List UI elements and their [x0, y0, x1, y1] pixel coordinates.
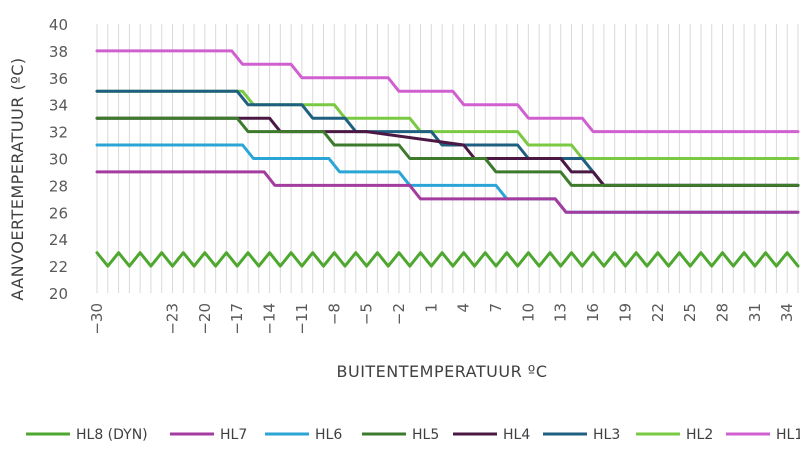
y-tick-label: 36 — [49, 70, 68, 88]
x-tick-label: −8 — [325, 303, 343, 325]
y-tick-label: 26 — [49, 204, 68, 222]
y-axis-title: AANVOERTEMPERATUUR (ºC) — [8, 57, 27, 300]
legend-label: HL4 — [503, 427, 530, 443]
legend-item: HL1 — [726, 427, 800, 443]
series-line-hl2 — [95, 89, 800, 160]
y-tick-label: 22 — [49, 258, 68, 276]
series-line-hl1 — [95, 49, 800, 134]
legend-label: HL5 — [412, 427, 439, 443]
series-line-hl6 — [95, 143, 800, 214]
y-tick-label: 40 — [49, 16, 68, 34]
x-axis-title: BUITENTEMPERATUUR ºC — [337, 362, 548, 381]
legend-item: HL4 — [453, 427, 530, 443]
series-line-hl8-dyn — [95, 251, 800, 268]
x-tick-label: −23 — [163, 303, 181, 335]
x-axis-ticks: −30 −23 −20 −17 −14 −11 −8 −5 −2 1 4 7 10 13 16 19 22 25 2… — [88, 303, 796, 335]
x-tick-label: −5 — [358, 303, 376, 325]
y-tick-label: 38 — [49, 43, 68, 61]
x-tick-label: 22 — [649, 303, 667, 322]
x-tick-label: −11 — [293, 303, 311, 335]
legend-label: HL7 — [220, 427, 247, 443]
legend-label: HL1 — [776, 427, 800, 443]
legend-label: HL2 — [686, 427, 713, 443]
x-tick-label: 7 — [487, 303, 505, 313]
x-tick-label: −14 — [261, 303, 279, 335]
series-line-hl7 — [95, 170, 800, 214]
y-tick-label: 32 — [49, 124, 68, 142]
x-tick-label: 34 — [778, 303, 796, 322]
legend-item: HL2 — [636, 427, 713, 443]
x-tick-label: 4 — [455, 303, 473, 313]
grid — [96, 24, 799, 293]
x-tick-label: 13 — [552, 303, 570, 322]
x-tick-label: −30 — [88, 303, 106, 335]
x-tick-label: 25 — [681, 303, 699, 322]
x-tick-label: 31 — [746, 303, 764, 322]
x-tick-label: −20 — [196, 303, 214, 335]
x-tick-label: 1 — [422, 303, 440, 313]
x-tick-label: 28 — [714, 303, 732, 322]
series-line-hl5 — [95, 116, 800, 187]
x-tick-label: 19 — [616, 303, 634, 322]
legend-item: HL8 (DYN) — [26, 427, 148, 443]
y-tick-label: 24 — [49, 231, 68, 249]
legend-label: HL3 — [593, 427, 620, 443]
series-line-hl4 — [95, 116, 800, 187]
y-tick-label: 20 — [49, 285, 68, 303]
legend-item: HL3 — [543, 427, 620, 443]
y-axis-ticks: 20 22 24 26 28 30 32 34 36 38 40 — [49, 16, 68, 303]
x-tick-label: −2 — [390, 303, 408, 325]
y-tick-label: 28 — [49, 177, 68, 195]
legend-item: HL6 — [265, 427, 342, 443]
legend-item: HL7 — [170, 427, 247, 443]
legend: HL8 (DYN) HL7 HL6 HL5 HL4 HL3 HL2 HL1 — [26, 427, 800, 443]
y-tick-label: 30 — [49, 151, 68, 169]
x-tick-label: 10 — [519, 303, 537, 322]
x-tick-label: −17 — [228, 303, 246, 335]
series-lines — [95, 49, 800, 268]
legend-item: HL5 — [362, 427, 439, 443]
series-line-hl3 — [95, 89, 800, 187]
legend-label: HL8 (DYN) — [76, 427, 148, 443]
x-tick-label: 16 — [584, 303, 602, 322]
legend-label: HL6 — [315, 427, 342, 443]
y-tick-label: 34 — [49, 97, 68, 115]
